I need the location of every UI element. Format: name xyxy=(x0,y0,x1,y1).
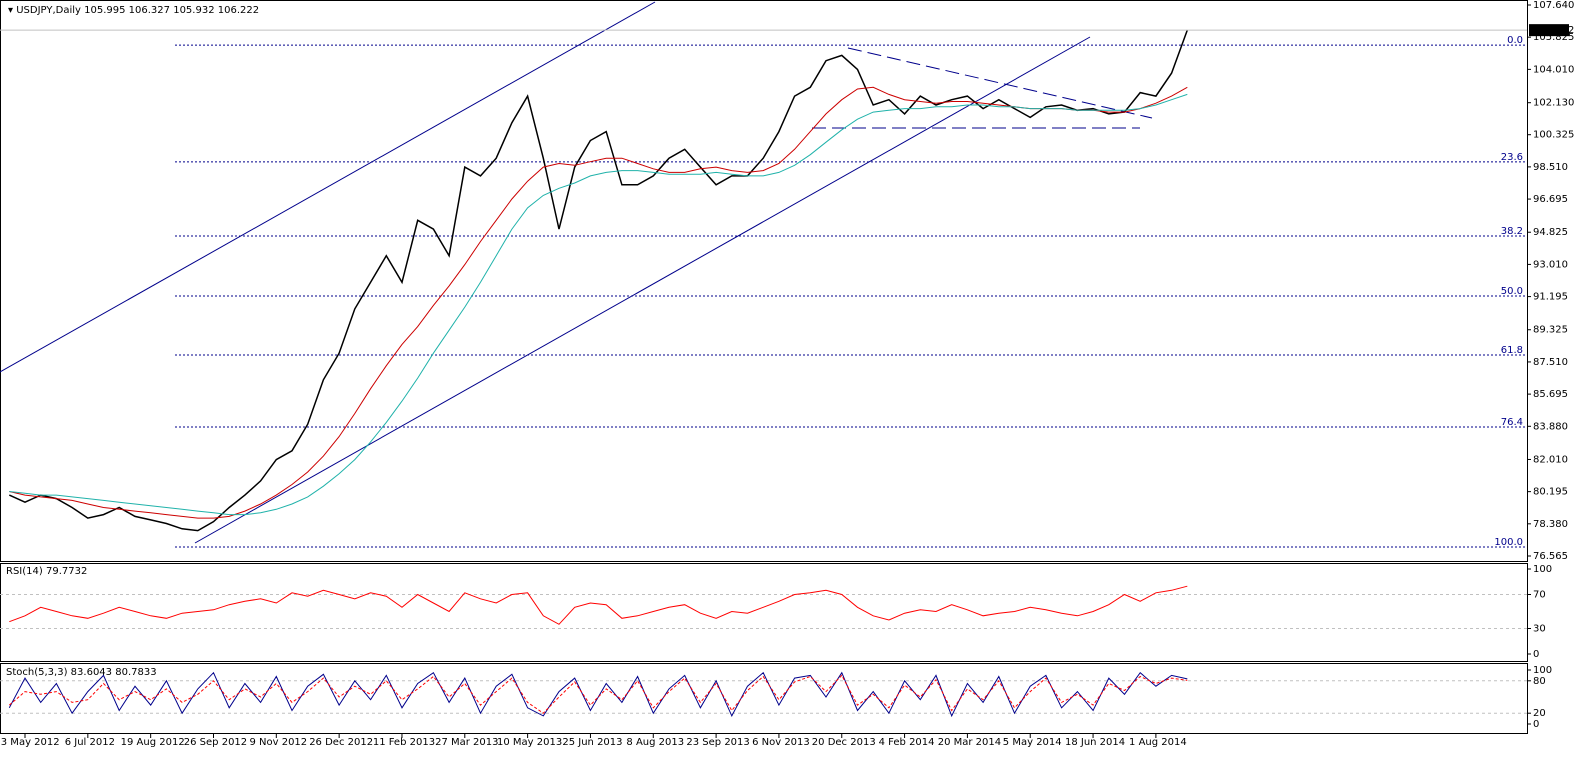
y-tick-label: 107.640 xyxy=(1533,0,1574,11)
y-tick-label: 104.010 xyxy=(1533,64,1574,75)
x-tick-label: 6 Nov 2013 xyxy=(752,737,810,748)
y-tick-label: 100 xyxy=(1533,564,1552,575)
x-tick-label: 11 Feb 2013 xyxy=(373,737,435,748)
ohlc-close: 106.222 xyxy=(218,5,259,16)
indicator-line xyxy=(9,93,1188,516)
stoch-d-current: 80.7833 xyxy=(115,667,156,678)
x-tick-label: 10 May 2013 xyxy=(497,737,562,748)
channel-lower xyxy=(194,36,1091,544)
y-tick-label: 20 xyxy=(1533,708,1546,719)
stoch-pane xyxy=(0,663,1528,734)
fib-label: 38.2 xyxy=(1501,226,1523,237)
chart-header: ▾ USDJPY,Daily 105.995 106.327 105.932 1… xyxy=(8,5,259,16)
indicator-line xyxy=(8,674,1188,714)
x-tick-label: 26 Sep 2012 xyxy=(184,737,247,748)
indicator-line xyxy=(9,86,1188,519)
y-tick-label: 102.130 xyxy=(1533,98,1574,109)
y-tick-label: 82.010 xyxy=(1533,454,1568,465)
y-tick-label: 105.825 xyxy=(1533,32,1574,43)
y-tick-label: 83.880 xyxy=(1533,421,1568,432)
stoch-name: Stoch(5,3,3) xyxy=(6,667,68,678)
x-tick-label: 9 Nov 2012 xyxy=(249,737,307,748)
fib-label: 76.4 xyxy=(1501,417,1523,428)
stoch-k-current: 83.6043 xyxy=(71,667,112,678)
rsi-current: 79.7732 xyxy=(46,566,87,577)
y-tick-label: 100.325 xyxy=(1533,130,1574,141)
y-tick-label: 30 xyxy=(1533,624,1546,635)
ohlc-low: 105.932 xyxy=(173,5,214,16)
y-tick-label: 87.510 xyxy=(1533,357,1568,368)
last-price-label: 106.222 xyxy=(1533,25,1574,36)
y-tick-label: 93.010 xyxy=(1533,259,1568,270)
y-tick-label: 98.510 xyxy=(1533,162,1568,173)
x-tick-label: 4 Feb 2014 xyxy=(879,737,935,748)
fib-label: 61.8 xyxy=(1501,345,1523,356)
y-tick-label: 70 xyxy=(1533,590,1546,601)
x-tick-label: 8 Aug 2013 xyxy=(626,737,684,748)
channel-upper xyxy=(0,1,656,373)
y-tick-label: 80.195 xyxy=(1533,487,1568,498)
y-tick-label: 0 xyxy=(1533,649,1539,660)
rsi-header: RSI(14) 79.7732 xyxy=(6,566,87,577)
resistance-line xyxy=(847,47,1153,119)
y-tick-label: 89.325 xyxy=(1533,325,1568,336)
x-tick-label: 27 Mar 2013 xyxy=(435,737,498,748)
trend-lines xyxy=(0,1,1153,544)
rsi-name: RSI(14) xyxy=(6,566,43,577)
y-tick-label: 94.825 xyxy=(1533,227,1568,238)
x-tick-label: 23 May 2012 xyxy=(0,737,60,748)
x-tick-label: 23 Sep 2013 xyxy=(686,737,749,748)
indicator-line xyxy=(8,671,1188,718)
ohlc-open: 105.995 xyxy=(84,5,125,16)
stoch-header: Stoch(5,3,3) 83.6043 80.7833 xyxy=(6,667,157,678)
y-tick-label: 76.565 xyxy=(1533,551,1568,562)
fib-label: 23.6 xyxy=(1501,152,1523,163)
ohlc-high: 106.327 xyxy=(129,5,170,16)
x-tick-label: 1 Aug 2014 xyxy=(1129,737,1187,748)
y-tick-label: 85.695 xyxy=(1533,389,1568,400)
x-tick-label: 19 Aug 2012 xyxy=(121,737,185,748)
x-tick-label: 20 Dec 2013 xyxy=(812,737,876,748)
y-tick-label: 80 xyxy=(1533,676,1546,687)
fib-label: 50.0 xyxy=(1501,286,1523,297)
x-tick-label: 5 May 2014 xyxy=(1003,737,1062,748)
fib-label: 100.0 xyxy=(1494,537,1523,548)
x-tick-label: 25 Jun 2013 xyxy=(562,737,622,748)
y-tick-label: 0 xyxy=(1533,719,1539,730)
x-tick-label: 6 Jul 2012 xyxy=(65,737,115,748)
y-tick-label: 91.195 xyxy=(1533,292,1568,303)
y-tick-label: 96.695 xyxy=(1533,194,1568,205)
x-tick-label: 26 Dec 2012 xyxy=(309,737,373,748)
symbol-triangle: ▾ xyxy=(8,5,16,16)
x-tick-label: 18 Jun 2014 xyxy=(1065,737,1125,748)
fib-label: 0.0 xyxy=(1507,35,1523,46)
symbol: USDJPY,Daily xyxy=(16,5,81,16)
x-tick-label: 20 Mar 2014 xyxy=(938,737,1001,748)
indicator-line xyxy=(9,585,1188,625)
y-tick-label: 78.380 xyxy=(1533,519,1568,530)
price-pane xyxy=(0,0,1528,562)
last-price-tag xyxy=(1529,24,1569,37)
rsi-pane xyxy=(0,563,1528,662)
y-tick-label: 100 xyxy=(1533,665,1552,676)
